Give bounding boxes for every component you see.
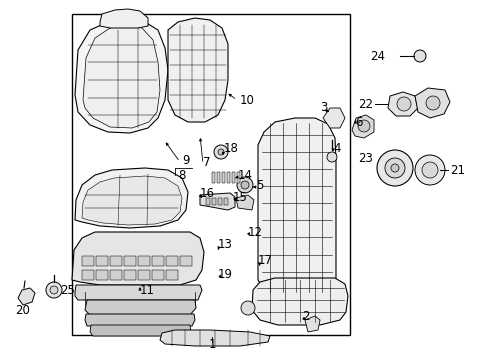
Polygon shape	[100, 9, 148, 28]
Polygon shape	[165, 270, 178, 280]
Polygon shape	[96, 256, 108, 266]
Circle shape	[390, 164, 398, 172]
Polygon shape	[323, 108, 345, 128]
Polygon shape	[258, 118, 335, 296]
Polygon shape	[160, 330, 269, 346]
Polygon shape	[138, 270, 150, 280]
Text: 22: 22	[357, 98, 372, 111]
Text: 10: 10	[240, 94, 254, 107]
Polygon shape	[231, 172, 235, 183]
Polygon shape	[90, 325, 191, 336]
Circle shape	[396, 97, 410, 111]
Text: 1: 1	[208, 338, 215, 351]
Text: 5: 5	[256, 179, 263, 192]
Text: 12: 12	[247, 225, 263, 239]
Text: 14: 14	[238, 168, 252, 181]
Circle shape	[46, 282, 62, 298]
Text: 2: 2	[302, 310, 309, 323]
Polygon shape	[217, 172, 220, 183]
Polygon shape	[236, 195, 253, 210]
Polygon shape	[85, 314, 195, 326]
Polygon shape	[124, 256, 136, 266]
Bar	[72, 14, 349, 335]
Polygon shape	[414, 88, 449, 118]
Polygon shape	[180, 256, 192, 266]
Text: 17: 17	[258, 253, 272, 266]
Polygon shape	[75, 168, 187, 228]
Polygon shape	[168, 18, 227, 122]
Polygon shape	[212, 172, 215, 183]
Text: 25: 25	[60, 284, 75, 297]
Circle shape	[326, 152, 336, 162]
Text: 20: 20	[15, 303, 30, 316]
Polygon shape	[82, 176, 182, 225]
Polygon shape	[165, 256, 178, 266]
Circle shape	[414, 155, 444, 185]
Circle shape	[241, 301, 254, 315]
Text: 6: 6	[354, 116, 362, 129]
Circle shape	[214, 145, 227, 159]
Polygon shape	[110, 256, 122, 266]
Circle shape	[50, 286, 58, 294]
Polygon shape	[222, 172, 224, 183]
Text: 4: 4	[332, 141, 340, 154]
Polygon shape	[124, 270, 136, 280]
Circle shape	[357, 120, 369, 132]
Circle shape	[218, 149, 224, 155]
Polygon shape	[200, 193, 235, 210]
Text: 24: 24	[369, 50, 384, 63]
Text: 8: 8	[178, 168, 185, 181]
Polygon shape	[83, 26, 160, 128]
Text: 9: 9	[182, 153, 189, 166]
Circle shape	[421, 162, 437, 178]
Circle shape	[413, 50, 425, 62]
Polygon shape	[251, 278, 347, 325]
Circle shape	[425, 96, 439, 110]
Circle shape	[237, 177, 252, 193]
Polygon shape	[82, 256, 94, 266]
Text: 23: 23	[357, 152, 372, 165]
Polygon shape	[212, 198, 216, 205]
Circle shape	[376, 150, 412, 186]
Text: 7: 7	[203, 156, 210, 168]
Polygon shape	[138, 256, 150, 266]
Polygon shape	[82, 270, 94, 280]
Text: 18: 18	[224, 141, 238, 154]
Polygon shape	[72, 232, 203, 285]
Polygon shape	[351, 115, 373, 138]
Polygon shape	[237, 172, 240, 183]
Polygon shape	[18, 288, 35, 305]
Polygon shape	[110, 270, 122, 280]
Circle shape	[241, 181, 248, 189]
Polygon shape	[226, 172, 229, 183]
Polygon shape	[85, 300, 196, 315]
Polygon shape	[96, 270, 108, 280]
Polygon shape	[205, 198, 209, 205]
Text: 3: 3	[319, 100, 326, 113]
Text: 16: 16	[200, 186, 215, 199]
Polygon shape	[75, 285, 202, 300]
Text: 19: 19	[218, 267, 232, 280]
Polygon shape	[152, 256, 163, 266]
Polygon shape	[218, 198, 222, 205]
Polygon shape	[224, 198, 227, 205]
Polygon shape	[75, 20, 168, 133]
Circle shape	[384, 158, 404, 178]
Polygon shape	[305, 316, 319, 332]
Polygon shape	[387, 92, 417, 116]
Text: 13: 13	[218, 239, 232, 252]
Text: 11: 11	[140, 284, 155, 297]
Polygon shape	[152, 270, 163, 280]
Text: 21: 21	[449, 163, 464, 176]
Text: 15: 15	[232, 190, 247, 203]
